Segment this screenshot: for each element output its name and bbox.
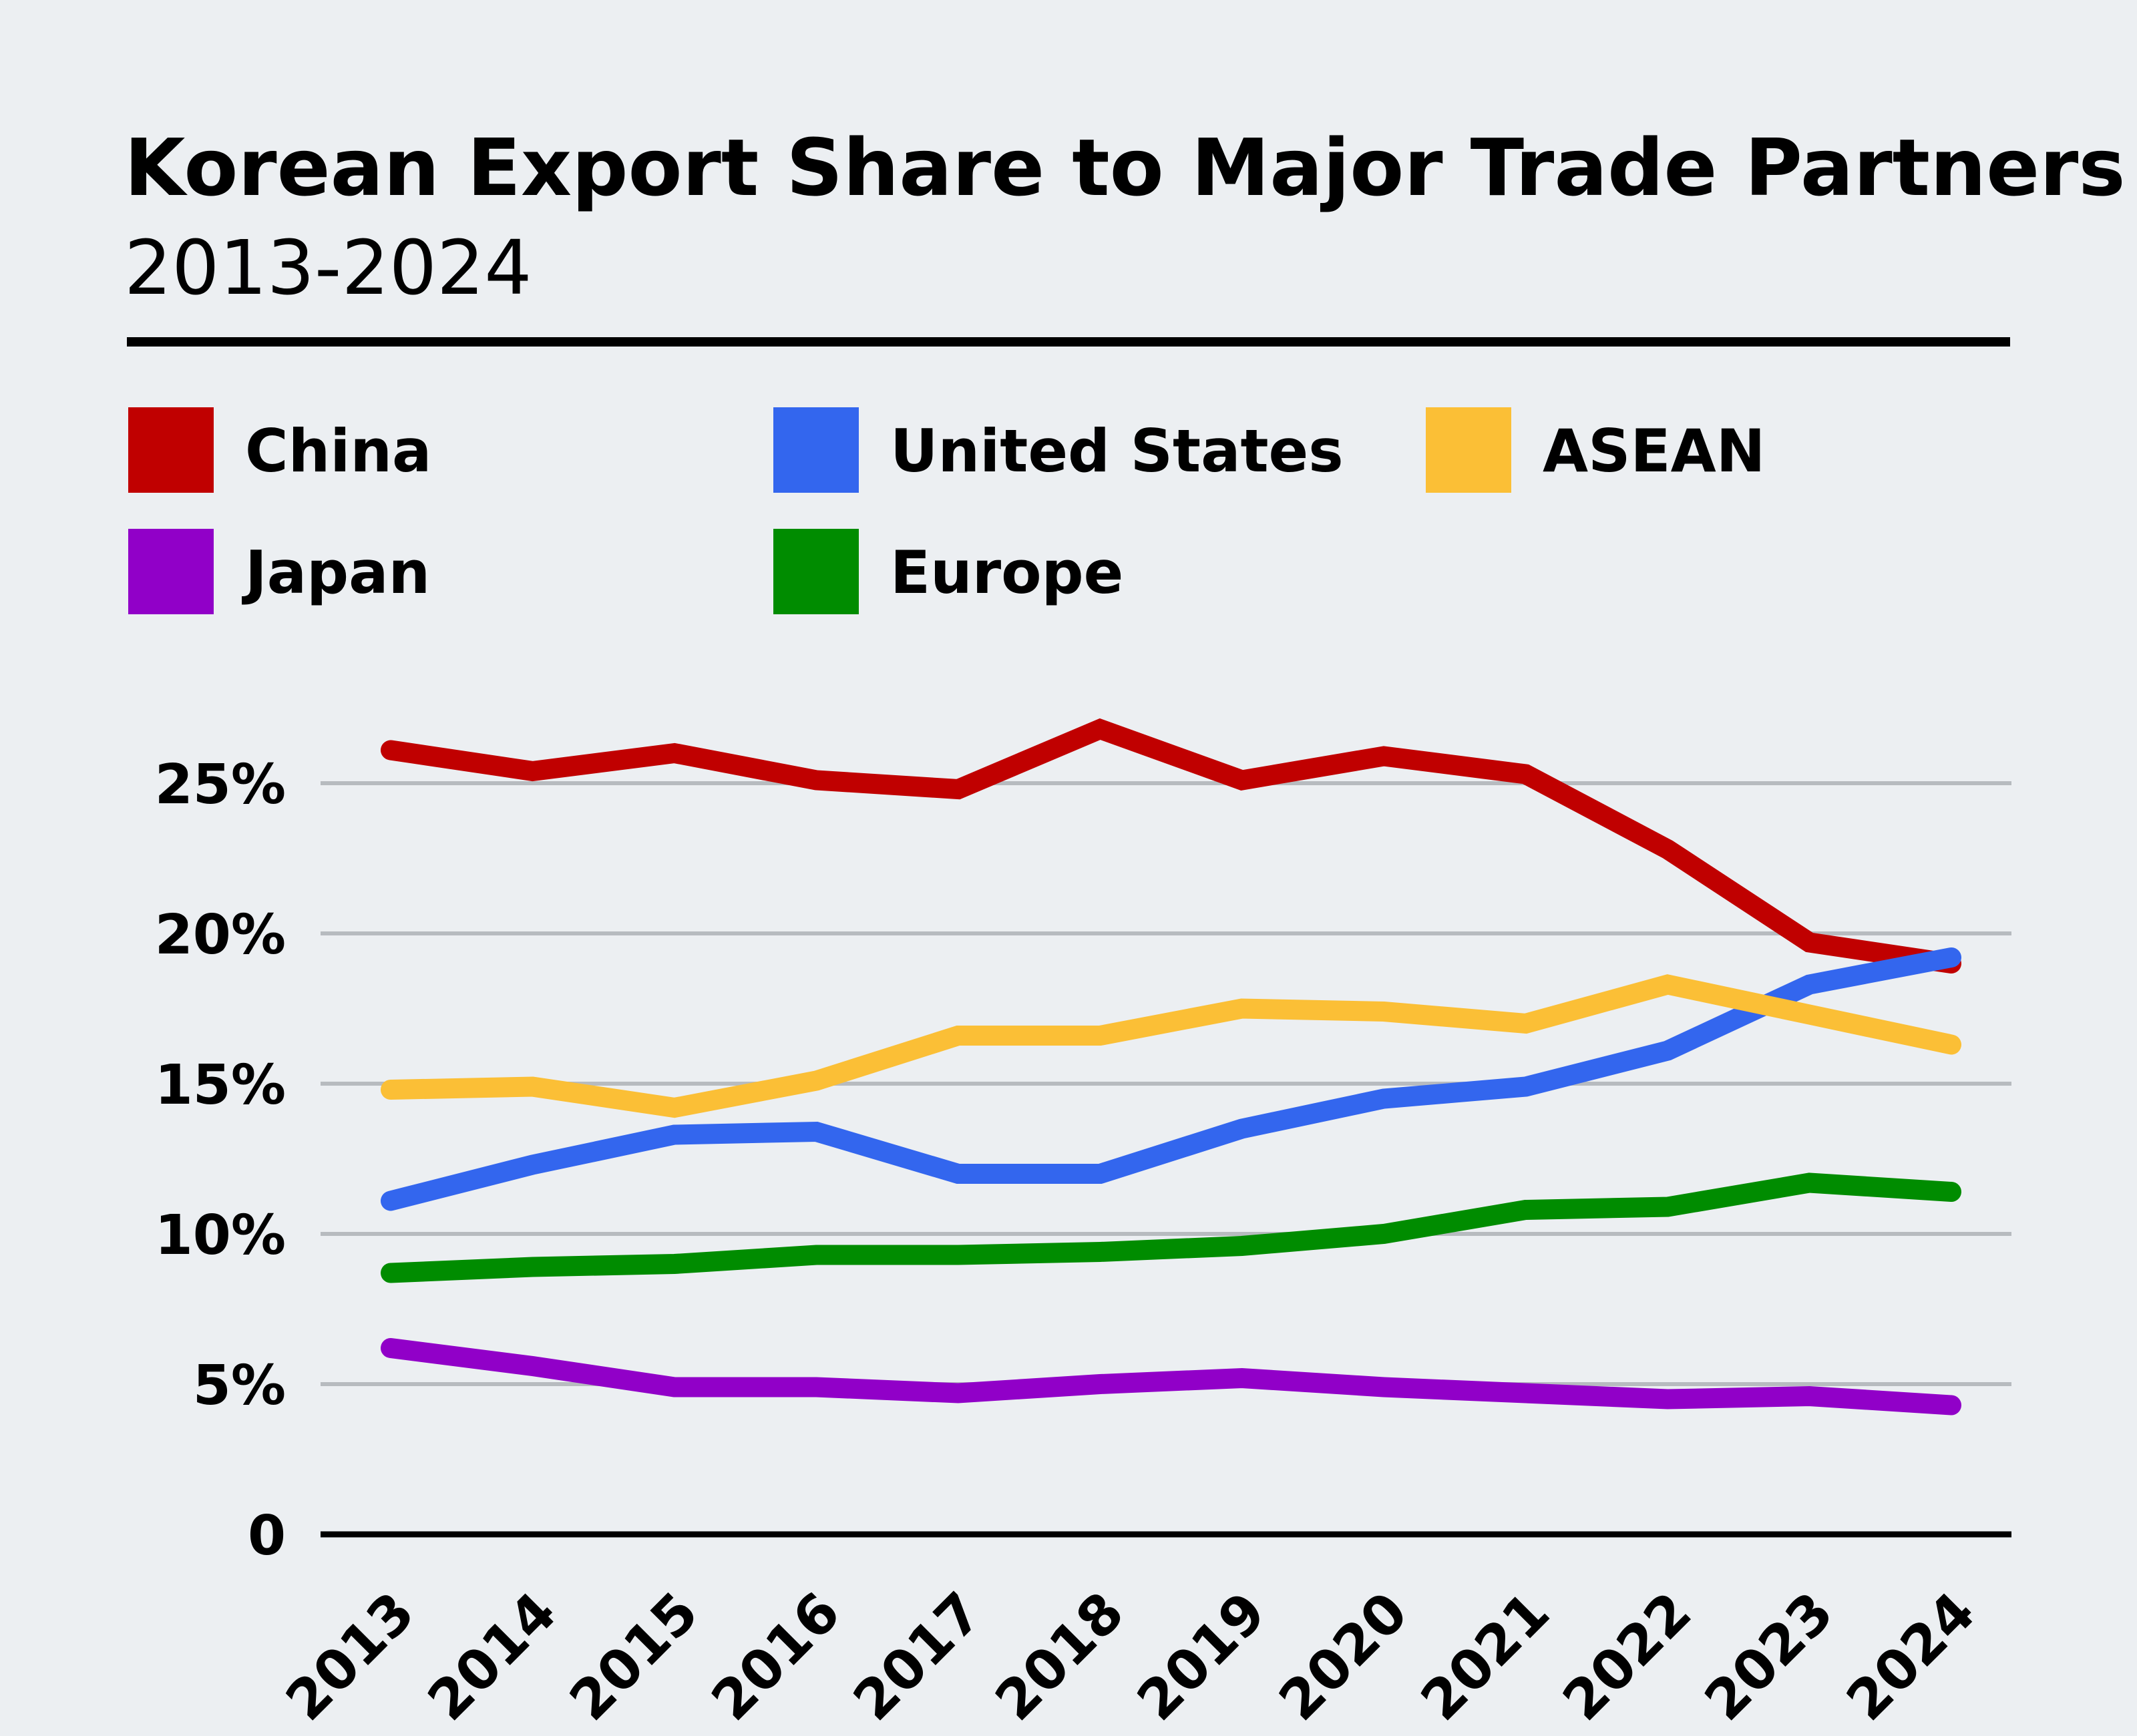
x-tick-label: 2013 <box>274 1580 427 1733</box>
x-tick-label: 2018 <box>984 1580 1137 1733</box>
series-line-united-states <box>381 947 1961 1211</box>
legend-swatch <box>773 529 859 614</box>
series-line-europe <box>381 1172 1961 1283</box>
legend-label: Japan <box>242 538 430 607</box>
legend-label: ASEAN <box>1543 417 1765 485</box>
y-tick-label: 20% <box>155 903 286 967</box>
x-tick-label: 2020 <box>1268 1580 1420 1733</box>
chart-title: Korean Export Share to Major Trade Partn… <box>124 122 2126 214</box>
x-tick-label: 2022 <box>1551 1580 1704 1733</box>
y-tick-label: 5% <box>193 1354 286 1418</box>
legend-swatch <box>128 407 214 493</box>
x-tick-label: 2024 <box>1835 1580 1988 1733</box>
series-line-china <box>381 718 1961 973</box>
series-line-asean <box>381 974 1961 1118</box>
x-tick-label: 2015 <box>558 1580 711 1733</box>
x-axis-ticks: 2013201420152016201720182019202020212022… <box>274 1580 1988 1733</box>
y-axis-ticks: 0 5% 10% 15% 20% 25% <box>155 753 286 1568</box>
legend: China United States ASEAN Japan Europe <box>128 407 1765 614</box>
legend-label: Europe <box>890 538 1123 607</box>
series-lines <box>381 718 1961 1416</box>
x-tick-label: 2023 <box>1693 1580 1846 1733</box>
series-line-japan <box>381 1338 1961 1416</box>
y-tick-label: 15% <box>155 1054 286 1117</box>
x-tick-label: 2017 <box>841 1580 994 1733</box>
legend-swatch <box>1426 407 1511 493</box>
x-tick-label: 2021 <box>1409 1580 1562 1733</box>
x-tick-label: 2019 <box>1125 1580 1278 1733</box>
legend-label: China <box>245 417 431 485</box>
y-tick-label: 0 <box>248 1504 286 1568</box>
x-tick-label: 2016 <box>700 1580 853 1733</box>
legend-label: United States <box>890 417 1344 485</box>
legend-swatch <box>773 407 859 493</box>
chart-subtitle: 2013-2024 <box>124 225 532 312</box>
y-tick-label: 10% <box>155 1204 286 1267</box>
legend-swatch <box>128 529 214 614</box>
y-tick-label: 25% <box>155 753 286 817</box>
x-tick-label: 2014 <box>416 1580 569 1733</box>
